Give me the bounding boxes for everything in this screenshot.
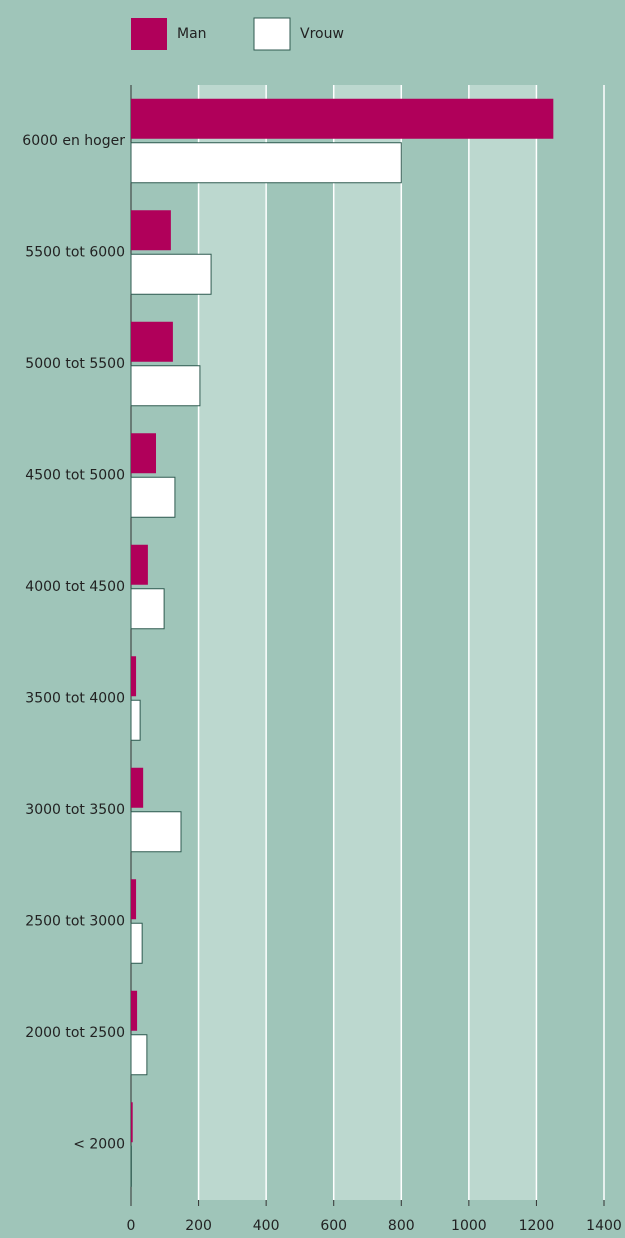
x-tick-label: 1200 [519, 1218, 555, 1234]
bar [130, 1034, 148, 1076]
bar [131, 321, 173, 362]
bar [131, 879, 137, 920]
bar [130, 476, 176, 518]
bar [131, 767, 144, 808]
grid-band [468, 85, 537, 1200]
y-tick-label: 4500 tot 5000 [25, 467, 125, 483]
grid-band [198, 85, 267, 1200]
y-tick-label: 6000 en hoger [22, 133, 125, 149]
bar [131, 990, 138, 1031]
x-tick-label: 400 [253, 1218, 280, 1234]
x-tick-label: 200 [185, 1218, 212, 1234]
grid-band [333, 85, 402, 1200]
y-tick-label: 2000 tot 2500 [25, 1025, 125, 1041]
y-tick-label: 4000 tot 4500 [25, 579, 125, 595]
y-tick-label: 3000 tot 3500 [25, 802, 125, 818]
bar [131, 656, 137, 697]
x-tick-label: 1400 [586, 1218, 622, 1234]
legend-label: Vrouw [300, 26, 344, 42]
legend-swatch [253, 17, 291, 51]
y-tick-label: 5500 tot 6000 [25, 244, 125, 260]
bar [130, 142, 402, 184]
bar [130, 699, 141, 741]
legend-label: Man [177, 26, 207, 42]
x-tick-label: 800 [388, 1218, 415, 1234]
x-tick-label: 1000 [451, 1218, 487, 1234]
bar [131, 544, 148, 585]
y-tick-label: 3500 tot 4000 [25, 690, 125, 706]
bar [131, 98, 554, 139]
bar [130, 811, 182, 853]
bar [131, 433, 157, 474]
bar [130, 365, 201, 407]
y-tick-label: < 2000 [73, 1136, 125, 1152]
x-tick-label: 600 [320, 1218, 347, 1234]
bar [131, 210, 171, 251]
bar [131, 1102, 133, 1143]
bar [130, 922, 143, 964]
bar [130, 253, 212, 295]
bar [130, 588, 165, 630]
y-tick-label: 5000 tot 5500 [25, 356, 125, 372]
legend-swatch [131, 18, 167, 50]
x-tick-label: 0 [127, 1218, 136, 1234]
y-tick-label: 2500 tot 3000 [25, 913, 125, 929]
